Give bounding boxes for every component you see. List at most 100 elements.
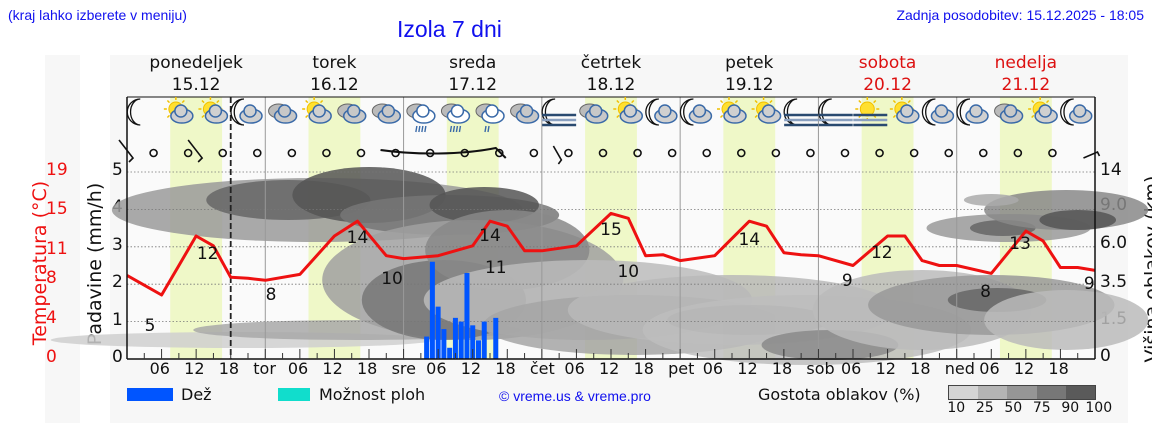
calm-wind-icon [909, 148, 919, 158]
density-tick: 50 [1004, 400, 1023, 416]
calm-wind-icon [702, 148, 712, 158]
day-header: četrtek 18.12 [541, 52, 681, 96]
day-name: torek [312, 53, 357, 73]
calm-wind-icon [633, 148, 642, 158]
x-tick-label: ned [944, 359, 975, 378]
day-name: sreda [449, 53, 497, 73]
day-date: 17.12 [448, 75, 498, 95]
calm-wind-icon [978, 148, 988, 158]
temperature-annotation: 14 [479, 226, 501, 246]
temperature-annotation: 10 [381, 269, 403, 289]
moon-cloud-icon [230, 98, 263, 126]
page-title: Izola 7 dni [397, 16, 502, 42]
day-header: ponedeljek 15.12 [126, 52, 266, 96]
x-tick-label: 12 [322, 359, 343, 378]
calm-wind-icon [806, 148, 815, 158]
overcast-icon [994, 103, 1024, 124]
sun-cloud-icon [717, 97, 747, 124]
x-tick-label: 12 [599, 359, 620, 378]
calm-wind-icon [287, 148, 297, 158]
rain-bar [464, 272, 470, 359]
density-swatch [1036, 386, 1066, 399]
cloud-density-scale [948, 385, 1096, 400]
sun-cloud-icon [751, 97, 782, 124]
wind-barb-icon [380, 146, 507, 159]
temperature-tick: 8 [46, 268, 57, 289]
sun-cloud-icon [613, 97, 644, 124]
rain-bar [458, 321, 464, 359]
region-hint-link[interactable]: (kraj lahko izberete v meniju) [8, 7, 187, 23]
calm-wind-icon [356, 148, 366, 158]
showers-legend-label: Možnost ploh [319, 385, 426, 404]
precipitation-tick: 0 [112, 347, 123, 367]
calm-wind-icon [875, 148, 884, 158]
temperature-annotation: 8 [980, 282, 991, 302]
overcast-icon [337, 103, 367, 124]
sun-small-cloud-icon [163, 97, 194, 124]
day-date: 19.12 [724, 75, 774, 95]
rain-bar [441, 329, 447, 359]
density-tick: 75 [1032, 400, 1051, 416]
calm-wind-icon [840, 148, 850, 158]
cloud-height-tick: 14 [1100, 160, 1122, 180]
x-tick-label: 18 [633, 359, 654, 378]
x-tick-label: 12 [184, 359, 205, 378]
temperature-tick: 15 [46, 199, 68, 220]
x-tick-label: 12 [460, 359, 482, 378]
copyright-link[interactable]: © vreme.us & vreme.pro [499, 388, 651, 404]
moon-cloud-icon [679, 98, 713, 126]
cloud-height-tick: 6.0 [1100, 233, 1128, 253]
temperature-annotation: 10 [617, 262, 639, 282]
rain-bar [481, 321, 487, 359]
light-rain-cloud-icon [475, 103, 505, 133]
rain-bar [424, 336, 430, 359]
cloud-height-tick: 0 [1100, 346, 1111, 366]
density-swatch [1065, 386, 1096, 399]
calm-wind-icon [322, 148, 331, 158]
x-tick-label: 06 [841, 359, 862, 378]
precipitation-tick: 3 [112, 234, 123, 255]
day-header: nedelja 21.12 [956, 52, 1096, 96]
day-name: petek [725, 53, 774, 73]
temperature-annotation: 5 [145, 316, 156, 336]
density-tick: 10 [947, 400, 966, 416]
density-tick: 90 [1061, 400, 1080, 416]
calm-wind-icon [564, 148, 573, 158]
calm-wind-icon [529, 148, 539, 158]
day-date: 21.12 [1001, 75, 1051, 95]
temperature-annotation: 13 [1009, 234, 1031, 254]
temperature-annotation: 9 [842, 271, 853, 291]
cloud-density-blob [963, 194, 1019, 206]
day-date: 18.12 [586, 75, 636, 95]
calm-wind-icon [218, 148, 228, 158]
temperature-annotation: 11 [485, 258, 507, 278]
calm-wind-icon [149, 148, 158, 158]
wind-barb-icon [1083, 150, 1101, 159]
wind-barb-icon [118, 139, 135, 163]
calm-wind-icon [771, 148, 781, 158]
temperature-annotation: 14 [738, 230, 760, 250]
temp-axis-panel [45, 55, 80, 423]
rain-bar [475, 340, 481, 359]
moon-fog-icon [783, 98, 819, 127]
sun-cloud-icon [302, 97, 332, 124]
x-tick-label: tor [253, 359, 276, 378]
rain-bar [429, 261, 435, 359]
overcast-icon [579, 103, 609, 124]
sun-cloud-icon [198, 97, 229, 124]
temperature-line [126, 211, 1096, 297]
cloud-height-tick: 3.5 [1100, 272, 1128, 292]
day-date: 20.12 [863, 75, 912, 95]
day-name: četrtek [580, 53, 642, 73]
x-tick-label: 12 [1013, 359, 1035, 378]
x-tick-label: 06 [287, 359, 309, 378]
density-tick: 100 [1085, 400, 1113, 416]
cloud-density-ticks: 10 25 50 75 90 100 [942, 400, 1113, 416]
cloudy-icon [268, 103, 298, 124]
calm-wind-icon [736, 148, 746, 158]
moon-cloud-icon [1060, 98, 1093, 126]
x-tick-label: 18 [495, 359, 516, 378]
day-header: petek 19.12 [679, 52, 819, 96]
x-tick-label: 12 [737, 359, 758, 378]
rain-bar [493, 317, 499, 359]
